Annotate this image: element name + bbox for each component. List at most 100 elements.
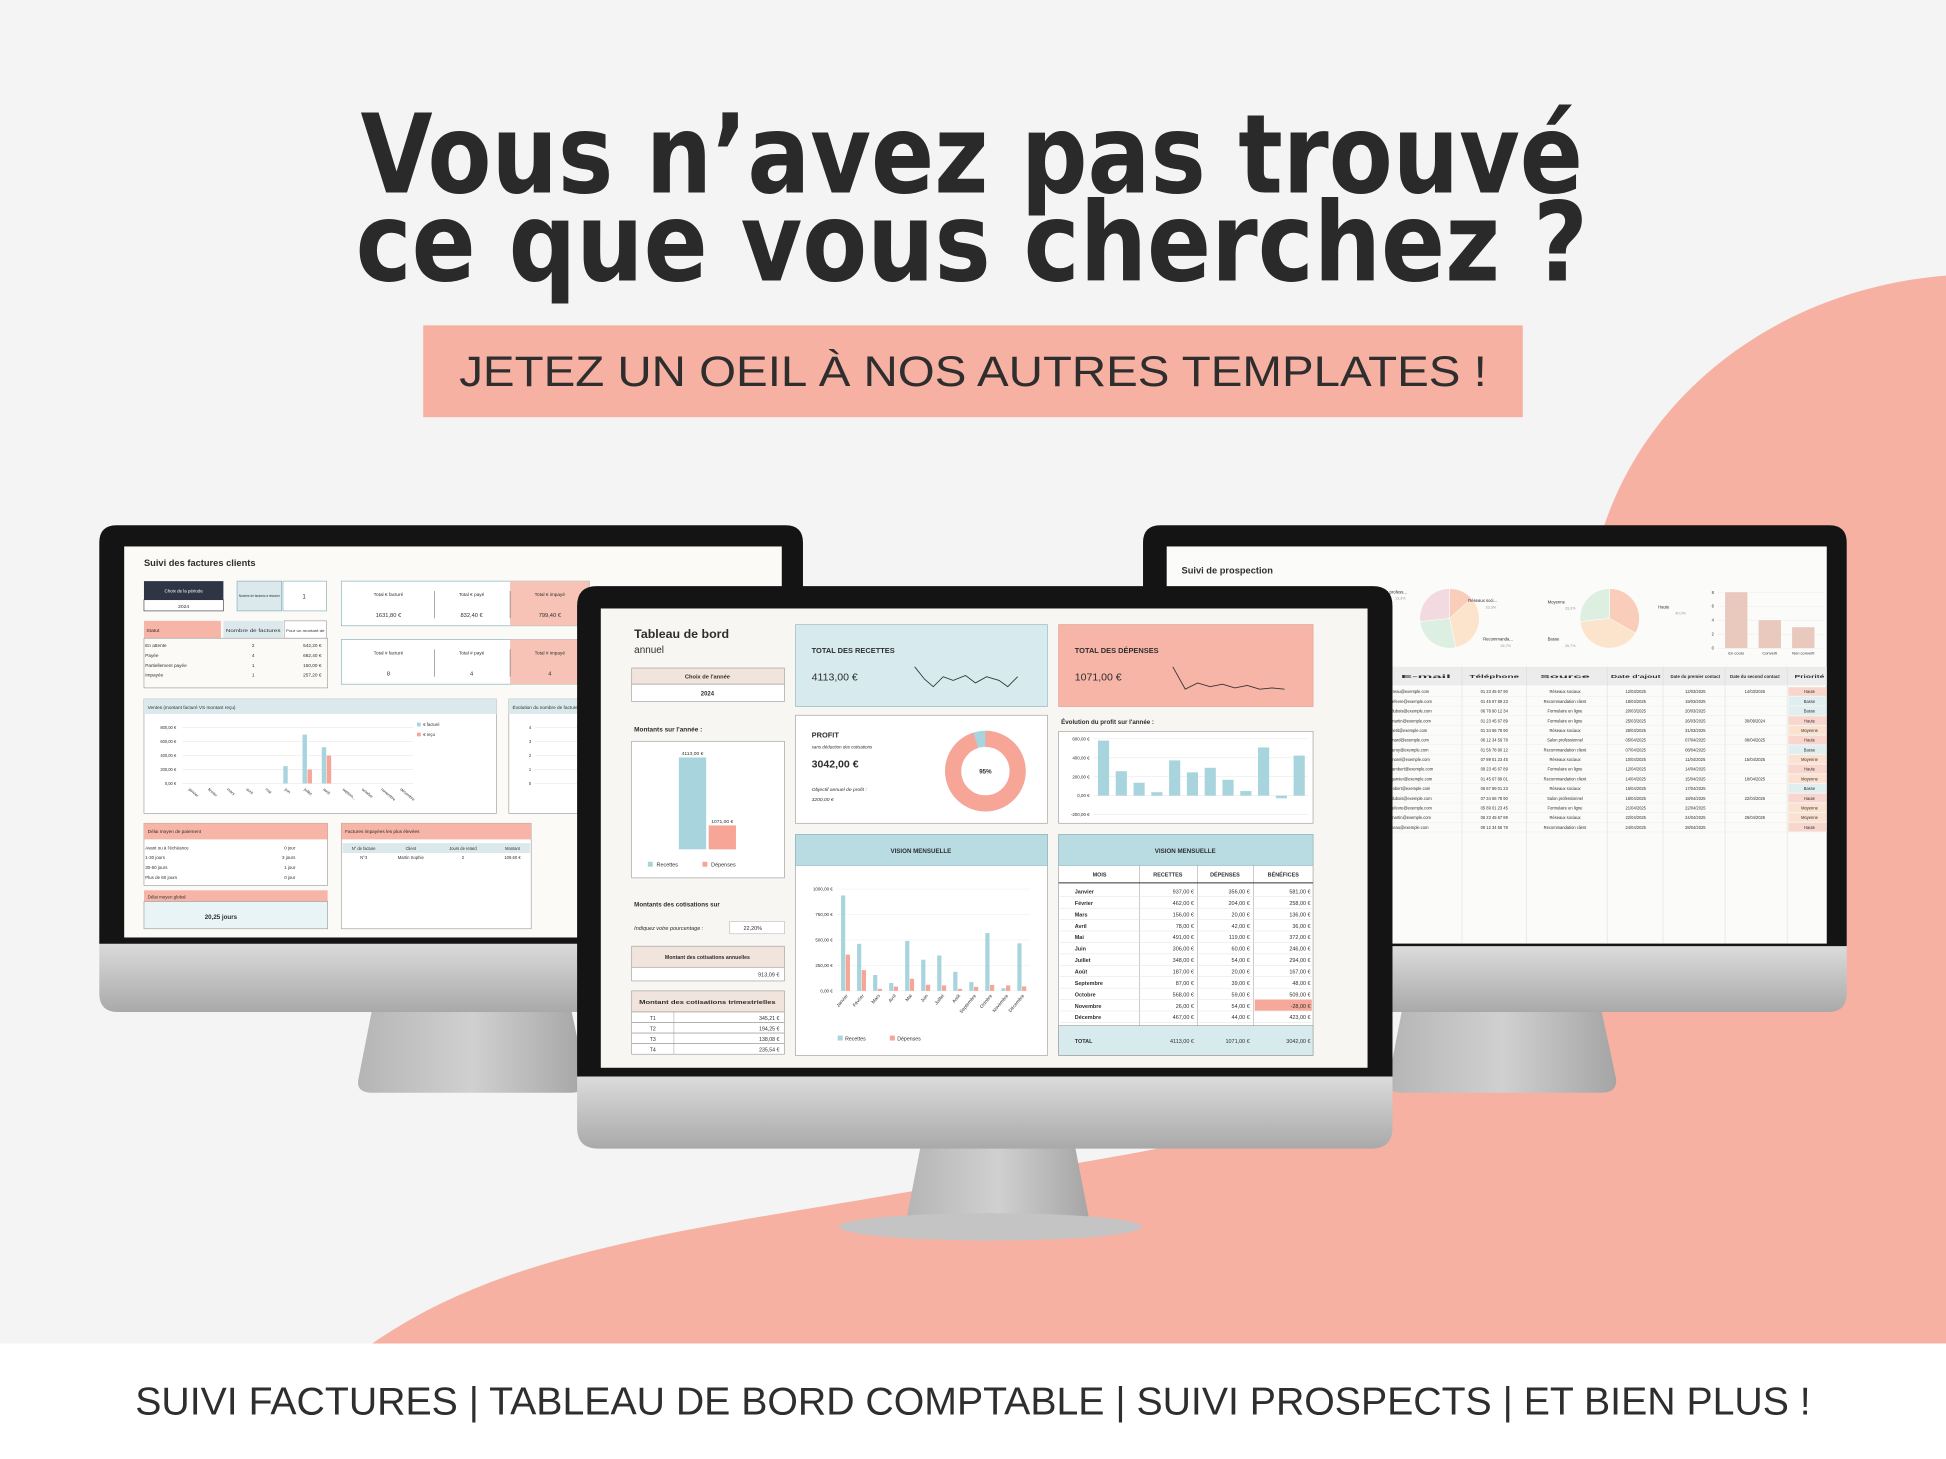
cell: Recommandation client xyxy=(1544,776,1587,781)
pie-value-label: 40,0% xyxy=(1675,612,1686,616)
bar xyxy=(873,974,878,991)
priority-cell xyxy=(1788,716,1827,725)
chin xyxy=(577,1067,1393,1149)
priority-cell xyxy=(1788,822,1827,832)
cell: Juin xyxy=(1075,947,1086,953)
y-tick-label: 500,00 € xyxy=(815,938,833,943)
cell: 14/04/2025 xyxy=(1685,767,1706,772)
pie-value-label: 26,7% xyxy=(1565,644,1576,648)
cell: 258,00 € xyxy=(1289,901,1310,907)
chart-title: VISION MENSUELLE xyxy=(890,848,951,855)
screen-subtitle: annuel xyxy=(634,645,664,656)
cell: Moyenne xyxy=(1801,776,1819,781)
cell: Moyenne xyxy=(1801,757,1819,762)
cell: 2 xyxy=(462,855,465,860)
cell: Salon professionnel xyxy=(1547,796,1583,801)
cell: 462,00 € xyxy=(1173,901,1194,907)
banner-text: JETEZ UN OEIL À NOS AUTRES TEMPLATES ! xyxy=(459,348,1487,395)
cell: Recommandation client xyxy=(1544,699,1587,704)
cell: 08/04/2025 xyxy=(1745,738,1766,743)
cell: 17/04/2025 xyxy=(1685,786,1706,791)
cell: lambert@exemple.com xyxy=(1391,767,1434,772)
screen: Tableau de bord annuel Choix de l'année 202… xyxy=(600,608,1368,1068)
cell: 16/04/2025 xyxy=(1626,786,1647,791)
pie-label: Recommanda... xyxy=(1483,637,1513,642)
bar xyxy=(1204,767,1216,796)
panel xyxy=(1058,834,1314,1056)
cell: 01 45 67 89 01 xyxy=(1481,776,1509,781)
panel xyxy=(340,822,532,930)
label: Montant des cotisations trimestrielles xyxy=(639,1000,776,1006)
monitor-center: Tableau de bord annuel Choix de l'année 202… xyxy=(577,586,1393,1241)
bar xyxy=(985,933,990,991)
stand xyxy=(1388,1008,1617,1093)
column-header: Montant xyxy=(505,846,521,851)
cell: 07 34 56 78 90 xyxy=(1481,796,1509,801)
table-row xyxy=(631,1043,785,1055)
cell: 07/04/2025 xyxy=(1685,738,1706,743)
note: sans déduction des cotisations xyxy=(812,745,873,750)
cell: Avant ou à l'échéance xyxy=(145,845,189,850)
cell: Réseaux sociaux xyxy=(1549,757,1580,762)
column-header: Client xyxy=(406,846,417,851)
x-tick-label: juin xyxy=(283,786,292,794)
cell: 26,00 € xyxy=(1176,1004,1194,1010)
cell: Formulaire en ligne xyxy=(1548,718,1584,723)
legend-label: Dépenses xyxy=(711,862,736,868)
kpi-value: 832,40 € xyxy=(461,613,484,619)
kpi-value: 4 xyxy=(548,671,551,677)
y-tick-label: 200,00 € xyxy=(1072,774,1090,779)
kpi-label: Total € facturé xyxy=(374,592,404,597)
cell: -28,00 € xyxy=(1291,1004,1311,1010)
cell: 44,00 € xyxy=(1232,1015,1250,1021)
kpi-label: Total € payé xyxy=(459,592,485,597)
bar xyxy=(1758,620,1781,649)
cell: TOTAL xyxy=(1075,1039,1093,1045)
cell: 1 xyxy=(252,673,255,678)
x-tick-label: juillet xyxy=(302,786,314,797)
chart-title: Ventes (montant facturé VS montant reçu) xyxy=(148,705,236,710)
y-tick-label: 1 xyxy=(529,767,532,772)
panel xyxy=(729,921,785,935)
cell: Haute xyxy=(1804,718,1816,723)
y-tick-label: 0,00 € xyxy=(1077,793,1090,798)
value: 2024 xyxy=(178,604,189,610)
panel xyxy=(631,966,785,982)
panel xyxy=(342,843,530,854)
cell: 294,00 € xyxy=(1289,958,1310,964)
panel xyxy=(282,580,327,612)
pie-label: Réseaux soci... xyxy=(1468,598,1497,603)
bar xyxy=(909,978,915,991)
cell: 1 jour xyxy=(284,865,296,870)
cell: 06 67 89 01 23 xyxy=(1481,786,1509,791)
value: 22,20% xyxy=(744,926,763,932)
cell: 12/04/2025 xyxy=(1626,767,1647,772)
pie-slice xyxy=(1449,598,1480,648)
cell: Basse xyxy=(1804,747,1816,752)
cell: 25/03/2025 xyxy=(1626,718,1647,723)
panel xyxy=(1058,834,1314,866)
x-tick-label: En cours xyxy=(1728,650,1744,655)
pie-value-label: 33,3% xyxy=(1565,607,1576,611)
donut-arc xyxy=(945,730,1026,812)
cell: T1 xyxy=(650,1016,656,1022)
bar xyxy=(678,757,707,850)
cell: Juillet xyxy=(1075,958,1091,964)
kpi-value: 20,25 jours xyxy=(205,914,238,921)
y-tick-label: 8 xyxy=(1712,590,1715,595)
cell: 150,00 € xyxy=(303,663,322,668)
cell: 12/03/2025 xyxy=(1626,689,1647,694)
cell: Octobre xyxy=(1075,992,1096,998)
y-tick-label: 600,00 € xyxy=(1072,736,1090,741)
bar xyxy=(937,955,942,991)
cell: 24/04/2025 xyxy=(1685,815,1706,820)
cell: martin@exemple.com xyxy=(1391,718,1431,723)
legend-label: Dépenses xyxy=(897,1036,921,1042)
cell: 18/03/2025 xyxy=(1626,699,1647,704)
column-header: Priorité xyxy=(1795,674,1826,679)
cell: 05 89 01 23 45 xyxy=(1481,805,1509,810)
cell: Formulaire en ligne xyxy=(1548,805,1584,810)
cell: martin@exemple.com xyxy=(1391,815,1431,820)
cell: 246,00 € xyxy=(1289,947,1310,953)
